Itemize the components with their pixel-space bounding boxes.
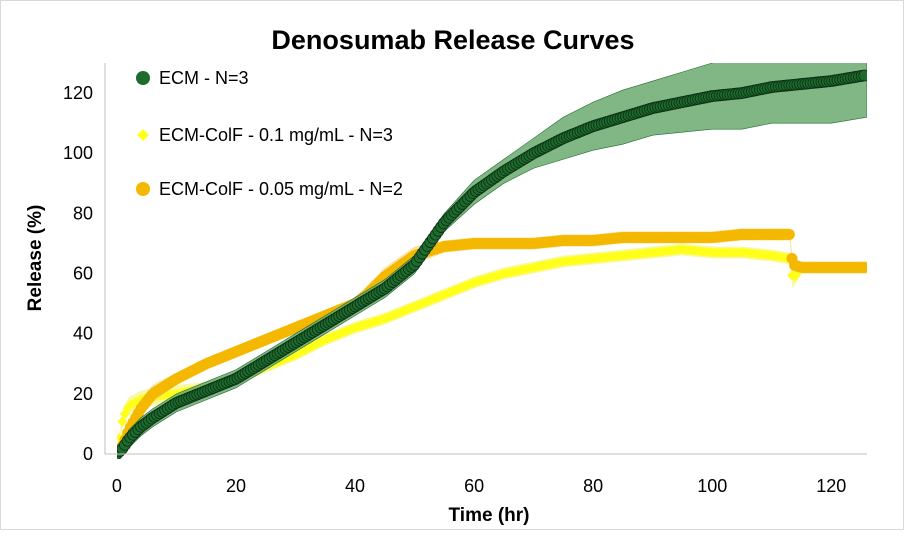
- x-tick-label: 100: [697, 476, 727, 496]
- data-point: [858, 69, 867, 82]
- y-tick-label: 100: [63, 143, 93, 163]
- x-tick-label: 0: [112, 476, 122, 496]
- legend-marker: [136, 182, 150, 196]
- y-axis-title: Release (%): [25, 205, 46, 312]
- y-tick-label: 120: [63, 83, 93, 103]
- legend-marker: [136, 71, 150, 85]
- chart-title: Denosumab Release Curves: [271, 25, 634, 55]
- y-tick-label: 40: [73, 324, 93, 344]
- error-band: [117, 228, 867, 454]
- x-tick-label: 60: [464, 476, 484, 496]
- legend-label: ECM-ColF - 0.05 mg/mL - N=2: [159, 179, 403, 199]
- legend-label: ECM - N=3: [159, 68, 249, 88]
- y-tick-label: 80: [73, 203, 93, 223]
- series-group: [117, 63, 867, 459]
- x-tick-label: 80: [583, 476, 603, 496]
- y-tick-label: 20: [73, 384, 93, 404]
- x-tick-label: 40: [345, 476, 365, 496]
- data-point: [117, 416, 128, 427]
- y-tick-label: 60: [73, 264, 93, 284]
- x-tick-label: 120: [816, 476, 846, 496]
- error-band: [117, 63, 867, 455]
- data-point: [783, 228, 795, 240]
- data-point: [858, 262, 867, 274]
- x-axis-title: Time (hr): [449, 505, 530, 526]
- legend-marker: [137, 129, 149, 141]
- y-tick-label: 0: [83, 444, 93, 464]
- legend-label: ECM-ColF - 0.1 mg/mL - N=3: [159, 125, 393, 145]
- series-group: [117, 228, 867, 459]
- legend: ECM - N=3 ECM-ColF - 0.1 mg/mL - N=3 ECM-C…: [136, 68, 403, 199]
- plot-area: [117, 63, 867, 459]
- axis-ticks: 0 20 40 60 80 100 120 0 20 40 60 80 100 120: [63, 83, 846, 496]
- x-tick-label: 20: [226, 476, 246, 496]
